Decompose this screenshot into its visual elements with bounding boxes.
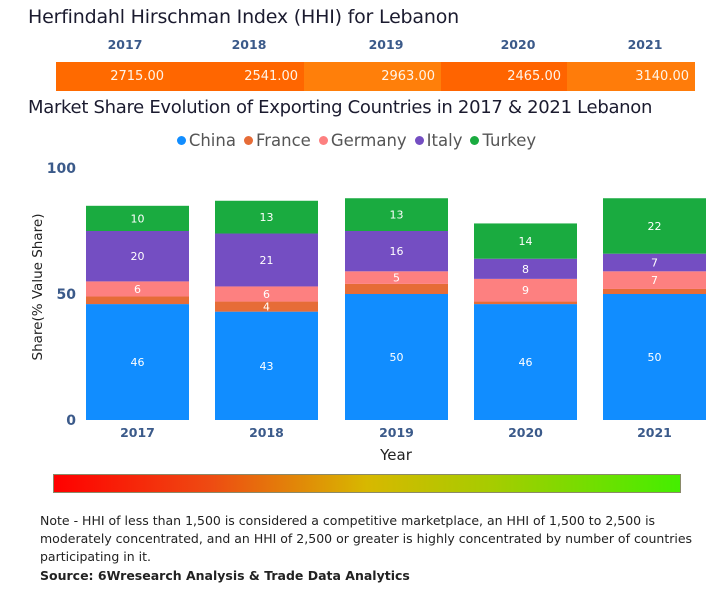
hhi-year-label: 2018 <box>231 37 267 52</box>
x-tick-label: 2021 <box>637 425 672 440</box>
legend-label: Germany <box>330 131 407 150</box>
bar-segment-france-2017[interactable] <box>86 296 189 305</box>
hhi-value: 3140.00 <box>635 69 689 84</box>
x-tick-label: 2018 <box>249 425 284 440</box>
hhi-cell: 2963.00 <box>304 62 441 91</box>
data-label: 46 <box>131 356 145 369</box>
data-label: 21 <box>260 254 274 267</box>
data-label: 20 <box>131 250 145 263</box>
data-label: 22 <box>648 220 662 233</box>
hhi-color-scale <box>53 474 681 493</box>
legend-label: Italy <box>426 131 463 150</box>
legend-label: France <box>255 131 311 150</box>
data-label: 6 <box>134 283 141 296</box>
hhi-year-label: 2017 <box>107 37 143 52</box>
chart-title: Market Share Evolution of Exporting Coun… <box>28 97 653 118</box>
hhi-cell: 3140.00 <box>567 62 695 91</box>
data-label: 13 <box>390 209 404 222</box>
data-label: 7 <box>651 274 658 287</box>
bar-segment-france-2018[interactable] <box>215 301 318 312</box>
legend-marker <box>243 136 253 145</box>
bar-segment-france-2021[interactable] <box>603 288 706 294</box>
y-axis-label: Share(% Value Share) <box>30 214 46 361</box>
hhi-value-strip: 2715.00 2541.00 2963.00 2465.00 3140.00 <box>56 62 695 91</box>
bar-segment-italy-2019[interactable] <box>345 231 448 272</box>
data-label: 43 <box>260 360 274 373</box>
x-tick-label: 2020 <box>508 425 543 440</box>
data-label: 16 <box>390 245 404 258</box>
hhi-cell: 2465.00 <box>441 62 567 91</box>
bar-segment-china-2021[interactable] <box>603 294 706 420</box>
bar-segment-china-2018[interactable] <box>215 311 318 420</box>
legend-label: China <box>188 131 236 150</box>
bar-segment-turkey-2018[interactable] <box>215 200 318 234</box>
bar-segment-france-2020[interactable] <box>474 301 577 305</box>
data-label: 4 <box>263 301 270 314</box>
bar-segment-italy-2018[interactable] <box>215 233 318 287</box>
bar-segment-france-2019[interactable] <box>345 283 448 294</box>
data-label: 50 <box>648 351 662 364</box>
bar-segment-china-2020[interactable] <box>474 304 577 420</box>
bar-segment-italy-2021[interactable] <box>603 253 706 272</box>
data-label: 9 <box>522 284 529 297</box>
legend-marker <box>470 136 480 145</box>
data-label: 13 <box>260 211 274 224</box>
chart-legend: China France Germany Italy Turkey <box>0 131 713 150</box>
bar-segment-turkey-2021[interactable] <box>603 198 706 254</box>
legend-marker <box>176 136 186 145</box>
bar-segment-china-2019[interactable] <box>345 294 448 420</box>
y-tick-label: 50 <box>57 287 77 303</box>
x-axis-label: Year <box>379 446 413 464</box>
data-label: 8 <box>522 263 529 276</box>
hhi-title: Herfindahl Hirschman Index (HHI) for Leb… <box>28 6 459 28</box>
legend-item-china[interactable]: China <box>176 131 236 150</box>
hhi-value: 2963.00 <box>381 69 435 84</box>
hhi-year-label: 2021 <box>627 37 663 52</box>
legend-label: Turkey <box>482 131 537 150</box>
data-label: 50 <box>390 351 404 364</box>
data-label: 14 <box>519 235 533 248</box>
hhi-cell: 2541.00 <box>170 62 304 91</box>
bar-segment-turkey-2019[interactable] <box>345 198 448 231</box>
bar-segment-turkey-2020[interactable] <box>474 223 577 259</box>
hhi-value: 2465.00 <box>507 69 561 84</box>
legend-item-france[interactable]: France <box>243 131 311 150</box>
bar-segment-italy-2017[interactable] <box>86 231 189 282</box>
hhi-year-label: 2020 <box>500 37 536 52</box>
y-tick-label: 0 <box>66 413 76 429</box>
legend-marker <box>414 136 424 145</box>
hhi-cell: 2715.00 <box>56 62 170 91</box>
source-text: Source: 6Wresearch Analysis & Trade Data… <box>40 568 410 583</box>
hhi-value: 2541.00 <box>244 69 298 84</box>
x-tick-label: 2017 <box>120 425 155 440</box>
data-label: 10 <box>131 212 145 225</box>
bar-segment-italy-2020[interactable] <box>474 258 577 279</box>
bar-segment-turkey-2017[interactable] <box>86 205 189 231</box>
bar-segment-germany-2017[interactable] <box>86 281 189 297</box>
bar-segment-germany-2019[interactable] <box>345 271 448 284</box>
x-axis: 2017 2018 2019 2020 2021 <box>120 425 672 440</box>
x-tick-label: 2019 <box>379 425 414 440</box>
data-label: 46 <box>519 356 533 369</box>
bar-segment-germany-2020[interactable] <box>474 278 577 302</box>
data-label: 6 <box>263 288 270 301</box>
legend-item-italy[interactable]: Italy <box>414 131 463 150</box>
hhi-year-label: 2019 <box>368 37 404 52</box>
bar-segment-germany-2021[interactable] <box>603 271 706 289</box>
legend-item-germany[interactable]: Germany <box>318 131 407 150</box>
data-label: 5 <box>393 272 400 285</box>
data-label: 7 <box>651 257 658 270</box>
note-text: Note - HHI of less than 1,500 is conside… <box>40 513 693 564</box>
y-axis: 0 50 100 <box>47 161 76 429</box>
legend-marker <box>318 136 328 145</box>
legend-item-turkey[interactable]: Turkey <box>470 131 536 150</box>
hhi-value: 2715.00 <box>110 69 164 84</box>
bar-segment-germany-2018[interactable] <box>215 286 318 302</box>
bar-segment-china-2017[interactable] <box>86 304 189 420</box>
y-tick-label: 100 <box>47 161 76 177</box>
